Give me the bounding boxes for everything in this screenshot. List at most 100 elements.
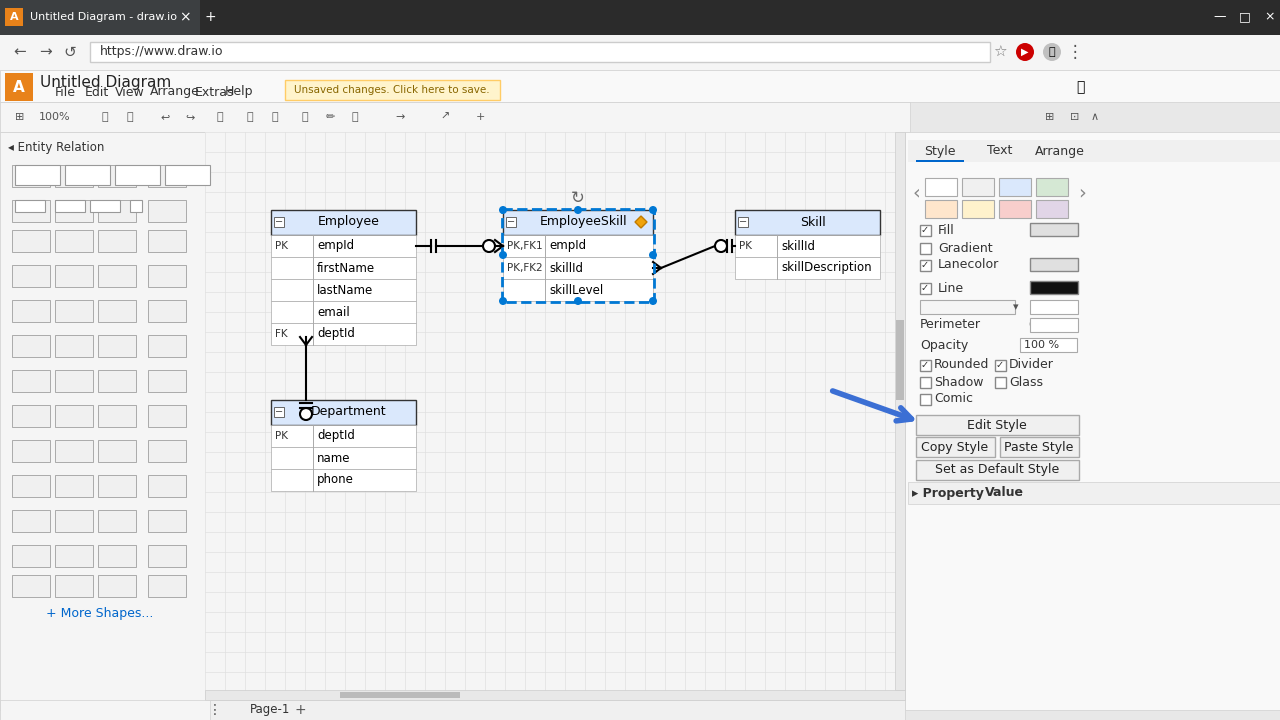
- Text: skillDescription: skillDescription: [781, 261, 872, 274]
- Text: Perimeter: Perimeter: [920, 318, 980, 331]
- Bar: [148, 510, 186, 532]
- Bar: [99, 165, 136, 187]
- Text: FK: FK: [275, 329, 288, 339]
- Text: ↻: ↻: [571, 189, 585, 207]
- Text: Arrange: Arrange: [150, 86, 200, 99]
- Bar: [12, 165, 50, 187]
- Bar: [99, 510, 136, 532]
- Bar: [148, 440, 186, 462]
- Text: ∧: ∧: [1091, 112, 1100, 122]
- Bar: [99, 475, 136, 497]
- Bar: [0, 35, 1280, 70]
- Text: name: name: [317, 451, 351, 464]
- Bar: [99, 405, 136, 427]
- Bar: [908, 140, 1280, 162]
- Text: Divider: Divider: [1009, 359, 1053, 372]
- Bar: [735, 210, 881, 235]
- Text: Gradient: Gradient: [938, 241, 992, 254]
- Text: Fill: Fill: [938, 223, 955, 236]
- Text: ⊞: ⊞: [1046, 112, 1055, 122]
- Text: Glass: Glass: [1009, 376, 1043, 389]
- Bar: [12, 300, 50, 322]
- Bar: [920, 360, 931, 371]
- Bar: [920, 283, 931, 294]
- Bar: [963, 200, 995, 218]
- Text: →: →: [396, 112, 404, 122]
- Text: deptId: deptId: [317, 430, 355, 443]
- Text: Value: Value: [986, 487, 1024, 500]
- Bar: [99, 300, 136, 322]
- Bar: [274, 407, 284, 417]
- Circle shape: [1043, 43, 1061, 61]
- Text: ✓: ✓: [996, 360, 1004, 370]
- Circle shape: [483, 240, 495, 252]
- Bar: [12, 335, 50, 357]
- Bar: [12, 370, 50, 392]
- Bar: [12, 545, 50, 567]
- Circle shape: [716, 240, 727, 252]
- Bar: [739, 217, 748, 227]
- Text: ⊞: ⊞: [15, 112, 24, 122]
- Bar: [735, 257, 881, 279]
- Text: PK,FK2: PK,FK2: [507, 263, 543, 273]
- Bar: [503, 235, 653, 257]
- Text: deptId: deptId: [317, 328, 355, 341]
- Bar: [205, 700, 905, 720]
- Text: +: +: [475, 112, 485, 122]
- Text: Page-1: Page-1: [250, 703, 291, 716]
- Text: ›: ›: [1078, 184, 1085, 202]
- Text: Edit Style: Edit Style: [968, 418, 1027, 431]
- Bar: [55, 230, 93, 252]
- Text: ⬜: ⬜: [352, 112, 358, 122]
- Bar: [925, 178, 957, 196]
- Bar: [148, 475, 186, 497]
- FancyArrowPatch shape: [832, 391, 911, 421]
- Text: Employee: Employee: [317, 215, 380, 228]
- Text: 100%: 100%: [40, 112, 70, 122]
- Text: lastName: lastName: [317, 284, 374, 297]
- Text: 🌐: 🌐: [1075, 80, 1084, 94]
- Bar: [503, 210, 653, 235]
- Bar: [15, 165, 60, 185]
- Text: —: —: [1213, 11, 1226, 24]
- Bar: [1030, 258, 1078, 271]
- Bar: [90, 42, 989, 62]
- Text: ×: ×: [179, 10, 191, 24]
- Bar: [0, 0, 200, 35]
- Circle shape: [499, 297, 507, 305]
- Text: skillId: skillId: [549, 261, 582, 274]
- Bar: [55, 265, 93, 287]
- Bar: [12, 510, 50, 532]
- Text: →: →: [38, 45, 51, 60]
- Circle shape: [1016, 43, 1034, 61]
- Bar: [165, 165, 210, 185]
- Text: ↩: ↩: [160, 112, 170, 122]
- Text: −: −: [275, 217, 283, 227]
- Text: Style: Style: [924, 145, 956, 158]
- Bar: [503, 257, 653, 279]
- Bar: [0, 0, 1280, 35]
- Bar: [963, 178, 995, 196]
- Circle shape: [300, 408, 312, 420]
- Bar: [55, 165, 93, 187]
- Text: ✓: ✓: [920, 260, 929, 270]
- Bar: [503, 279, 653, 301]
- Bar: [55, 475, 93, 497]
- Text: ✓: ✓: [920, 225, 929, 235]
- Bar: [1036, 200, 1068, 218]
- Bar: [12, 440, 50, 462]
- Bar: [995, 360, 1006, 371]
- Text: Skill: Skill: [800, 215, 826, 228]
- Text: Paste Style: Paste Style: [1005, 441, 1074, 454]
- Bar: [115, 165, 160, 185]
- Text: 👤: 👤: [1048, 47, 1055, 57]
- Bar: [55, 440, 93, 462]
- Text: ↺: ↺: [64, 45, 77, 60]
- Text: PK: PK: [739, 241, 753, 251]
- Bar: [55, 370, 93, 392]
- Text: ▶: ▶: [1021, 47, 1029, 57]
- Text: File: File: [55, 86, 76, 99]
- Bar: [148, 200, 186, 222]
- Text: ×: ×: [1265, 11, 1275, 24]
- Text: empId: empId: [549, 240, 586, 253]
